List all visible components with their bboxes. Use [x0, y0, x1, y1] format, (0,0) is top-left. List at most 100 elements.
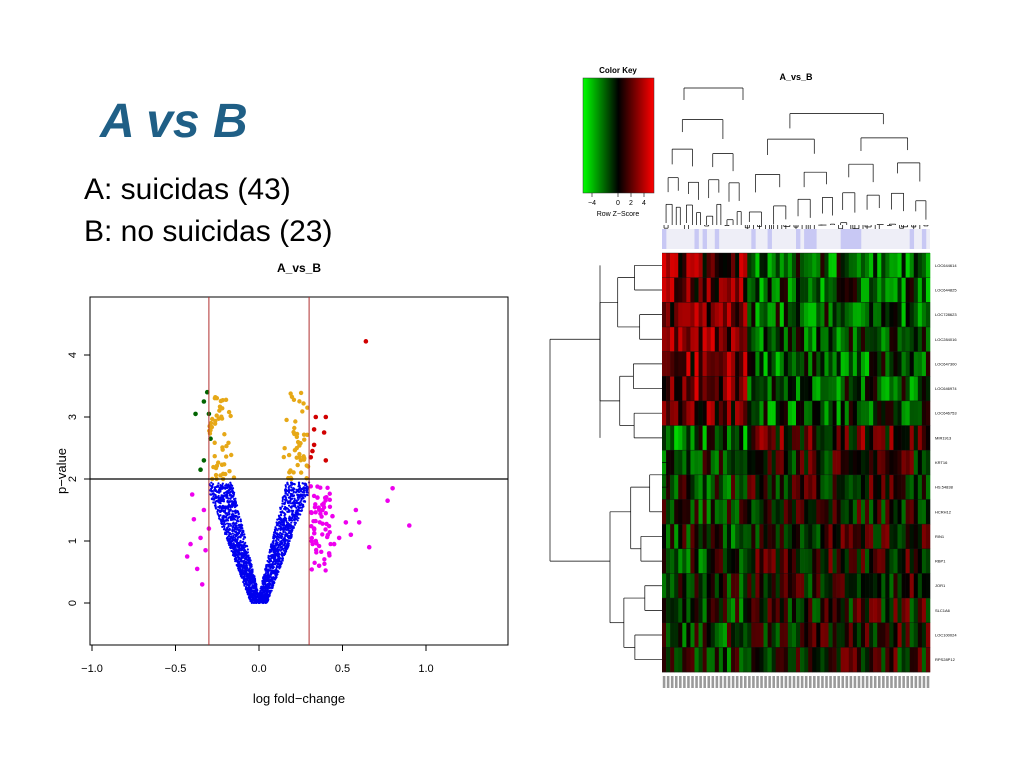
heatmap-cell: [771, 524, 776, 550]
heatmap-cell: [743, 548, 748, 574]
heatmap-cell: [763, 351, 768, 377]
heatmap-cell: [718, 253, 724, 278]
heatmap-cell: [824, 253, 829, 278]
heatmap-cell: [840, 302, 846, 328]
heatmap-cell: [710, 474, 716, 500]
heatmap-cell: [674, 400, 679, 426]
heatmap-cell: [690, 450, 695, 476]
heatmap-cell: [909, 326, 915, 352]
heatmap-cell: [913, 573, 919, 599]
heatmap-cell: [844, 499, 850, 525]
heatmap-cell: [832, 400, 837, 426]
heatmap-cell: [674, 450, 679, 476]
heatmap-cell: [767, 647, 772, 673]
column-label: [735, 676, 739, 688]
heatmap-cell: [771, 548, 776, 574]
heatmap-cell: [710, 548, 716, 574]
heatmap-cell: [840, 400, 846, 426]
column-label: [780, 676, 784, 688]
heatmap-cell: [796, 548, 801, 574]
heatmap-cell: [852, 302, 858, 328]
heatmap-cell: [666, 548, 671, 574]
heatmap-cell: [694, 499, 699, 525]
heatmap-cell: [836, 474, 841, 500]
heatmap-cell: [718, 277, 724, 303]
heatmap-cell: [917, 277, 923, 303]
heatmap-cell: [873, 302, 878, 328]
column-label: [910, 676, 914, 688]
point-bulk: [211, 484, 214, 487]
heatmap-cell: [800, 253, 805, 278]
column-label: [825, 676, 828, 688]
y-tick-label: 3: [67, 414, 79, 420]
point-bulk: [276, 529, 279, 532]
heatmap-cell: [759, 450, 764, 476]
row-label: LOC728623: [935, 312, 957, 317]
point-bulk: [221, 482, 224, 485]
heatmap-cell: [816, 400, 821, 426]
heatmap-cell: [909, 573, 915, 599]
heatmap-cell: [735, 376, 740, 402]
column-side-colors: [662, 229, 930, 249]
point-bulk: [222, 500, 226, 503]
heatmap-cell: [783, 253, 789, 278]
heatmap-cell: [873, 499, 878, 525]
heatmap-cell: [763, 425, 768, 451]
heatmap-cell: [917, 425, 923, 451]
heatmap-cell: [893, 351, 898, 377]
point-bulk: [245, 581, 248, 584]
heatmap-cell: [759, 425, 764, 451]
heatmap-cell: [828, 277, 833, 303]
heatmap-cell: [763, 647, 768, 673]
heatmap-cell: [698, 277, 703, 303]
point-bulk: [278, 520, 281, 524]
heatmap-cell: [840, 277, 846, 303]
column-dendrogram: [663, 87, 929, 233]
heatmap-cell: [731, 450, 736, 476]
heatmap-cell: [832, 548, 837, 574]
heatmap-cell: [702, 647, 707, 673]
heatmap-cell: [917, 400, 923, 426]
point-bulk: [297, 517, 300, 520]
heatmap-cell: [917, 474, 923, 500]
heatmap-cell: [686, 450, 691, 476]
row-label: LOC647300: [935, 361, 957, 366]
heatmap-cell: [694, 622, 699, 648]
heatmap-cell: [828, 400, 833, 426]
heatmap-cell: [698, 573, 703, 599]
heatmap-cell: [686, 400, 691, 426]
heatmap-cell: [804, 573, 809, 599]
heatmap-cell: [759, 598, 764, 624]
heatmap-cell: [779, 277, 785, 303]
heatmap-cell: [828, 499, 833, 525]
heatmap-cell: [771, 376, 776, 402]
heatmap-cell: [836, 277, 841, 303]
heatmap-cell: [791, 524, 797, 550]
heatmap-cell: [787, 400, 793, 426]
heatmap-cell: [852, 474, 858, 500]
heatmap-cell: [816, 351, 821, 377]
column-label: [906, 676, 909, 688]
heatmap-cell: [747, 302, 752, 328]
heatmap-cell: [787, 598, 793, 624]
heatmap-cell: [869, 524, 874, 550]
heatmap-cell: [690, 647, 695, 673]
heatmap-cell: [836, 425, 841, 451]
heatmap-cell: [820, 277, 825, 303]
heatmap-cell: [666, 376, 671, 402]
column-label: [918, 676, 922, 688]
heatmap-cell: [824, 277, 829, 303]
heatmap-cell: [722, 647, 728, 673]
heatmap-cell: [885, 548, 890, 574]
heatmap-cell: [726, 400, 732, 426]
heatmap-cell: [816, 450, 821, 476]
heatmap-cell: [686, 302, 691, 328]
heatmap-cell: [852, 598, 858, 624]
heatmap-cell: [735, 573, 740, 599]
heatmap-cell: [722, 277, 728, 303]
heatmap-cell: [670, 499, 675, 525]
heatmap-cell: [852, 277, 858, 303]
heatmap-cell: [820, 400, 825, 426]
point-bulk: [284, 531, 287, 534]
heatmap-cell: [731, 400, 736, 426]
